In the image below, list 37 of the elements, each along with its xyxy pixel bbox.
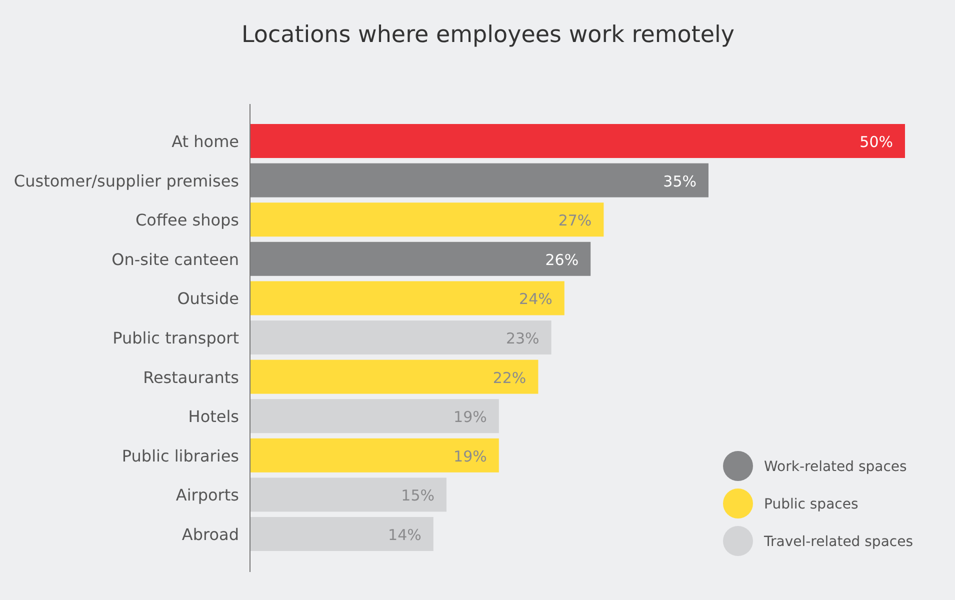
data-label: 35% <box>663 172 696 190</box>
y-tick-label: At home <box>172 132 239 151</box>
y-tick-label: Public transport <box>112 328 239 348</box>
bar <box>250 242 591 276</box>
bar <box>250 124 905 158</box>
data-label: 22% <box>492 368 526 387</box>
bar <box>250 478 446 512</box>
data-label: 26% <box>545 250 579 269</box>
data-label: 24% <box>519 290 552 308</box>
y-tick-label: On-site canteen <box>112 250 239 269</box>
y-tick-label: Restaurants <box>143 368 239 387</box>
bar <box>250 202 604 237</box>
y-tick-label: Outside <box>177 289 239 308</box>
data-label: 27% <box>558 212 592 230</box>
bar <box>250 517 434 551</box>
legend-label: Travel-related spaces <box>763 534 914 550</box>
bar <box>250 320 552 354</box>
y-tick-label: Hotels <box>188 407 239 426</box>
y-tick-label: Airports <box>176 486 239 505</box>
data-label: 14% <box>388 526 422 544</box>
chart-title: Locations where employees work remotely <box>241 22 735 48</box>
data-label: 23% <box>506 330 540 348</box>
data-label: 50% <box>860 133 893 151</box>
bar <box>250 360 538 394</box>
data-label: 19% <box>454 447 487 466</box>
bar <box>250 399 499 434</box>
legend-label: Public spaces <box>764 496 858 512</box>
data-label: 15% <box>401 486 434 505</box>
legend-label: Work-related spaces <box>764 459 907 475</box>
y-tick-label: Abroad <box>182 525 239 544</box>
bar <box>250 281 564 316</box>
bar <box>250 163 708 198</box>
y-tick-label: Coffee shops <box>135 210 239 230</box>
bar <box>250 438 499 472</box>
y-tick-label: Customer/supplier premises <box>14 171 239 190</box>
y-tick-label: Public libraries <box>122 446 239 466</box>
data-label: 19% <box>454 408 487 426</box>
